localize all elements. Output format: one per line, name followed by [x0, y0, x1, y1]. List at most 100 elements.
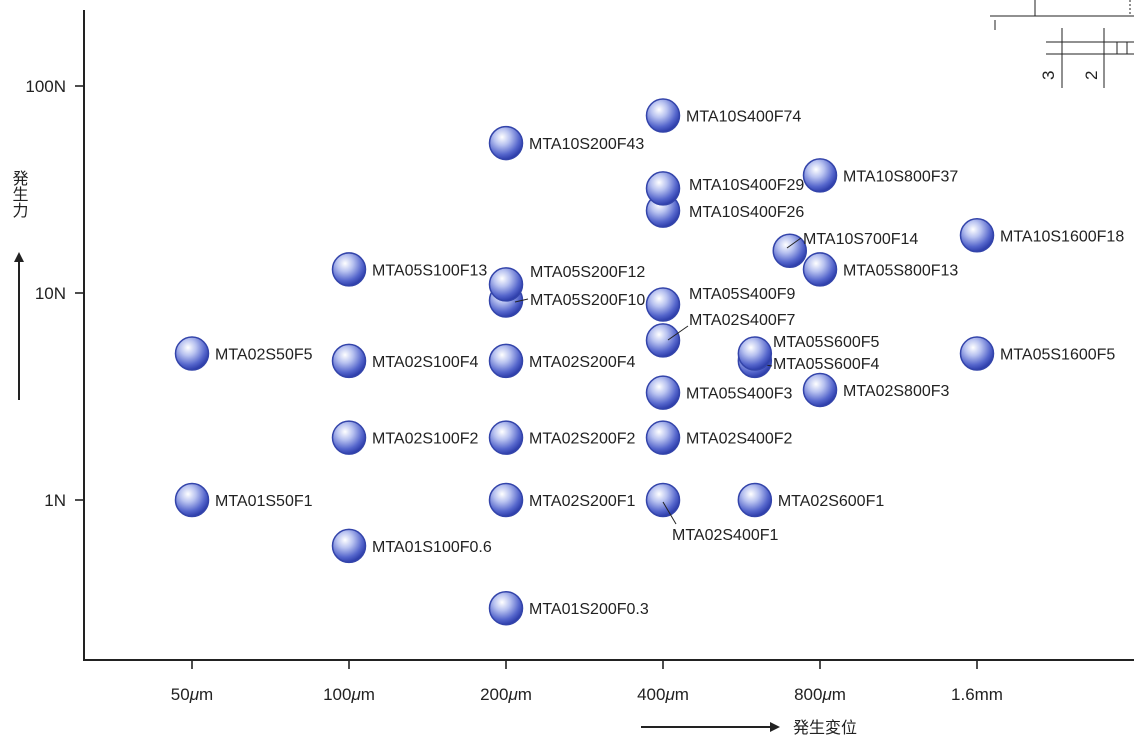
data-point-marker: [331, 252, 367, 287]
x-axis-title-group: 発生変位: [641, 718, 857, 737]
inset-diagram: 3 2: [990, 0, 1134, 88]
data-point: MTA01S100F0.6: [331, 528, 492, 564]
x-tick-label: 400μm: [637, 685, 689, 704]
data-point-label: MTA10S400F29: [689, 177, 804, 194]
data-point-label: MTA02S200F1: [529, 493, 636, 510]
x-tick-number: 100: [323, 685, 351, 704]
axes: [83, 10, 1134, 661]
x-tick-label: 100μm: [323, 685, 375, 704]
data-point-marker: [737, 336, 773, 371]
data-point-label: MTA02S100F2: [372, 431, 479, 448]
x-axis-title: 発生変位: [793, 718, 857, 737]
data-point-marker: [802, 252, 838, 287]
data-point: MTA10S800F37: [802, 158, 958, 193]
x-tick-number: 400: [637, 685, 665, 704]
x-tick-unit: μ: [350, 685, 361, 704]
data-point-label: MTA10S200F43: [529, 136, 644, 153]
y-axis-title-group: 発生力: [10, 170, 29, 400]
data-point-label: MTA05S200F12: [530, 264, 645, 281]
data-point-label: MTA10S700F14: [803, 231, 918, 248]
data-point-label: MTA01S200F0.3: [529, 601, 649, 618]
x-tick-number: 800: [794, 685, 822, 704]
leader-line: [667, 325, 689, 341]
x-tick-unit: μ: [189, 685, 200, 704]
x-tick-suffix: m: [832, 685, 846, 704]
leader-line: [514, 298, 529, 303]
data-point: MTA10S400F29: [645, 171, 804, 206]
data-point: MTA05S800F13: [802, 252, 958, 287]
data-point: MTA02S400F2: [645, 420, 793, 455]
x-tick-unit: μ: [507, 685, 518, 704]
data-point-label: MTA05S100F13: [372, 262, 487, 279]
data-points: MTA01S50F1 MTA02S50F5 MTA01S100F0.6 MTA02S1…: [174, 98, 1124, 626]
data-point: MTA02S200F1: [488, 482, 636, 518]
data-point-label: MTA10S800F37: [843, 168, 958, 185]
data-point-marker: [174, 336, 210, 371]
data-point-marker: [488, 267, 524, 302]
data-point-label: MTA10S400F26: [689, 204, 804, 221]
data-point: MTA05S400F9: [645, 286, 796, 322]
data-point: MTA02S200F4: [488, 343, 636, 379]
x-tick-number: 1.6mm: [951, 685, 1003, 704]
data-point: MTA10S700F14: [772, 231, 918, 268]
data-point: MTA10S200F43: [488, 125, 644, 161]
data-point: MTA05S600F5: [737, 334, 880, 371]
x-tick-suffix: m: [199, 685, 213, 704]
data-point-marker: [645, 287, 681, 322]
data-point-label: MTA05S1600F5: [1000, 347, 1115, 364]
data-point-label: MTA02S400F2: [686, 431, 793, 448]
data-point-marker: [737, 482, 773, 518]
data-point: MTA02S50F5: [174, 336, 313, 371]
data-point-marker: [645, 323, 681, 358]
data-point-label: MTA10S400F74: [686, 109, 801, 126]
x-tick-unit: μ: [821, 685, 832, 704]
data-point: MTA05S400F3: [645, 375, 793, 410]
x-tick-suffix: m: [675, 685, 689, 704]
data-point-label: MTA02S400F7: [689, 312, 796, 329]
data-point-label: MTA02S50F5: [215, 347, 313, 364]
data-point-label: MTA05S800F13: [843, 262, 958, 279]
y-tick-label: 10N: [35, 284, 66, 303]
y-axis-title: 発生力: [10, 170, 29, 219]
data-point-label: MTA05S600F4: [773, 356, 880, 373]
x-tick-unit: μ: [664, 685, 675, 704]
data-point-marker: [802, 372, 838, 408]
x-tick-label: 50μm: [171, 685, 213, 704]
x-tick-number: 50: [171, 685, 190, 704]
data-point-marker: [331, 528, 367, 564]
data-point: MTA10S1600F18: [959, 218, 1124, 253]
data-point-label: MTA01S50F1: [215, 493, 313, 510]
data-point-marker: [331, 343, 367, 379]
data-point: MTA05S200F12: [488, 264, 645, 302]
data-point-label: MTA05S400F9: [689, 286, 796, 303]
data-point-label: MTA05S400F3: [686, 386, 793, 403]
data-point: MTA02S100F4: [331, 343, 479, 379]
data-point-label: MTA05S200F10: [530, 292, 645, 309]
data-point-label: MTA02S200F4: [529, 354, 636, 371]
data-point-label: MTA02S400F1: [672, 527, 779, 544]
data-point-marker: [959, 336, 995, 371]
data-point-marker: [645, 482, 681, 518]
data-point-label: MTA02S200F2: [529, 431, 636, 448]
x-tick-label: 800μm: [794, 685, 846, 704]
leader-line: [786, 237, 802, 249]
data-point-marker: [645, 98, 681, 133]
data-point: MTA01S200F0.3: [488, 590, 649, 626]
y-tick-label: 1N: [44, 491, 66, 510]
leader-line: [662, 501, 677, 525]
data-point-marker: [959, 218, 995, 253]
x-tick-suffix: m: [518, 685, 532, 704]
x-tick-number: 200: [480, 685, 508, 704]
data-point-marker: [772, 233, 808, 268]
data-point-label: MTA10S1600F18: [1000, 228, 1124, 245]
data-point-marker: [488, 420, 524, 455]
data-point: MTA02S100F2: [331, 420, 479, 455]
data-point: MTA02S400F1: [645, 482, 779, 544]
data-point-marker: [488, 482, 524, 518]
data-point-marker: [645, 420, 681, 455]
data-point-marker: [645, 171, 681, 206]
data-point-marker: [174, 482, 210, 518]
data-point: MTA10S400F74: [645, 98, 801, 133]
